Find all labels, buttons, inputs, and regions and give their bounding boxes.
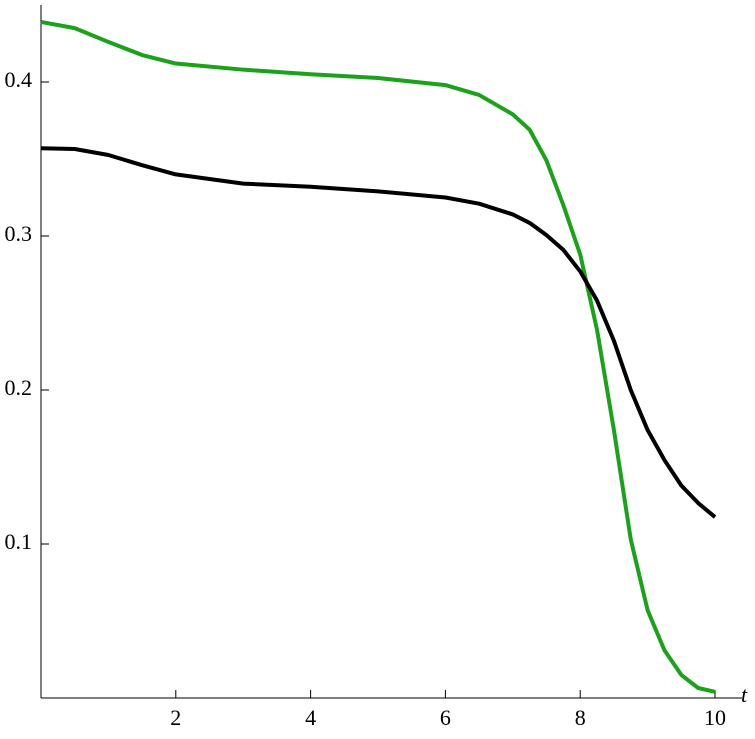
x-tick-label: 6 bbox=[440, 705, 451, 730]
y-tick-label: 0.4 bbox=[5, 67, 33, 92]
x-tick-label: 10 bbox=[704, 705, 726, 730]
line-series bbox=[40, 146, 717, 519]
y-tick-label: 0.2 bbox=[5, 375, 33, 400]
x-tick-label: 2 bbox=[170, 705, 181, 730]
x-tick-label: 8 bbox=[575, 705, 586, 730]
y-tick-label: 0.1 bbox=[5, 529, 33, 554]
y-tick-label: 0.3 bbox=[5, 221, 33, 246]
x-axis-label: t bbox=[741, 682, 748, 707]
line-series bbox=[40, 19, 716, 694]
x-tick-label: 4 bbox=[305, 705, 316, 730]
